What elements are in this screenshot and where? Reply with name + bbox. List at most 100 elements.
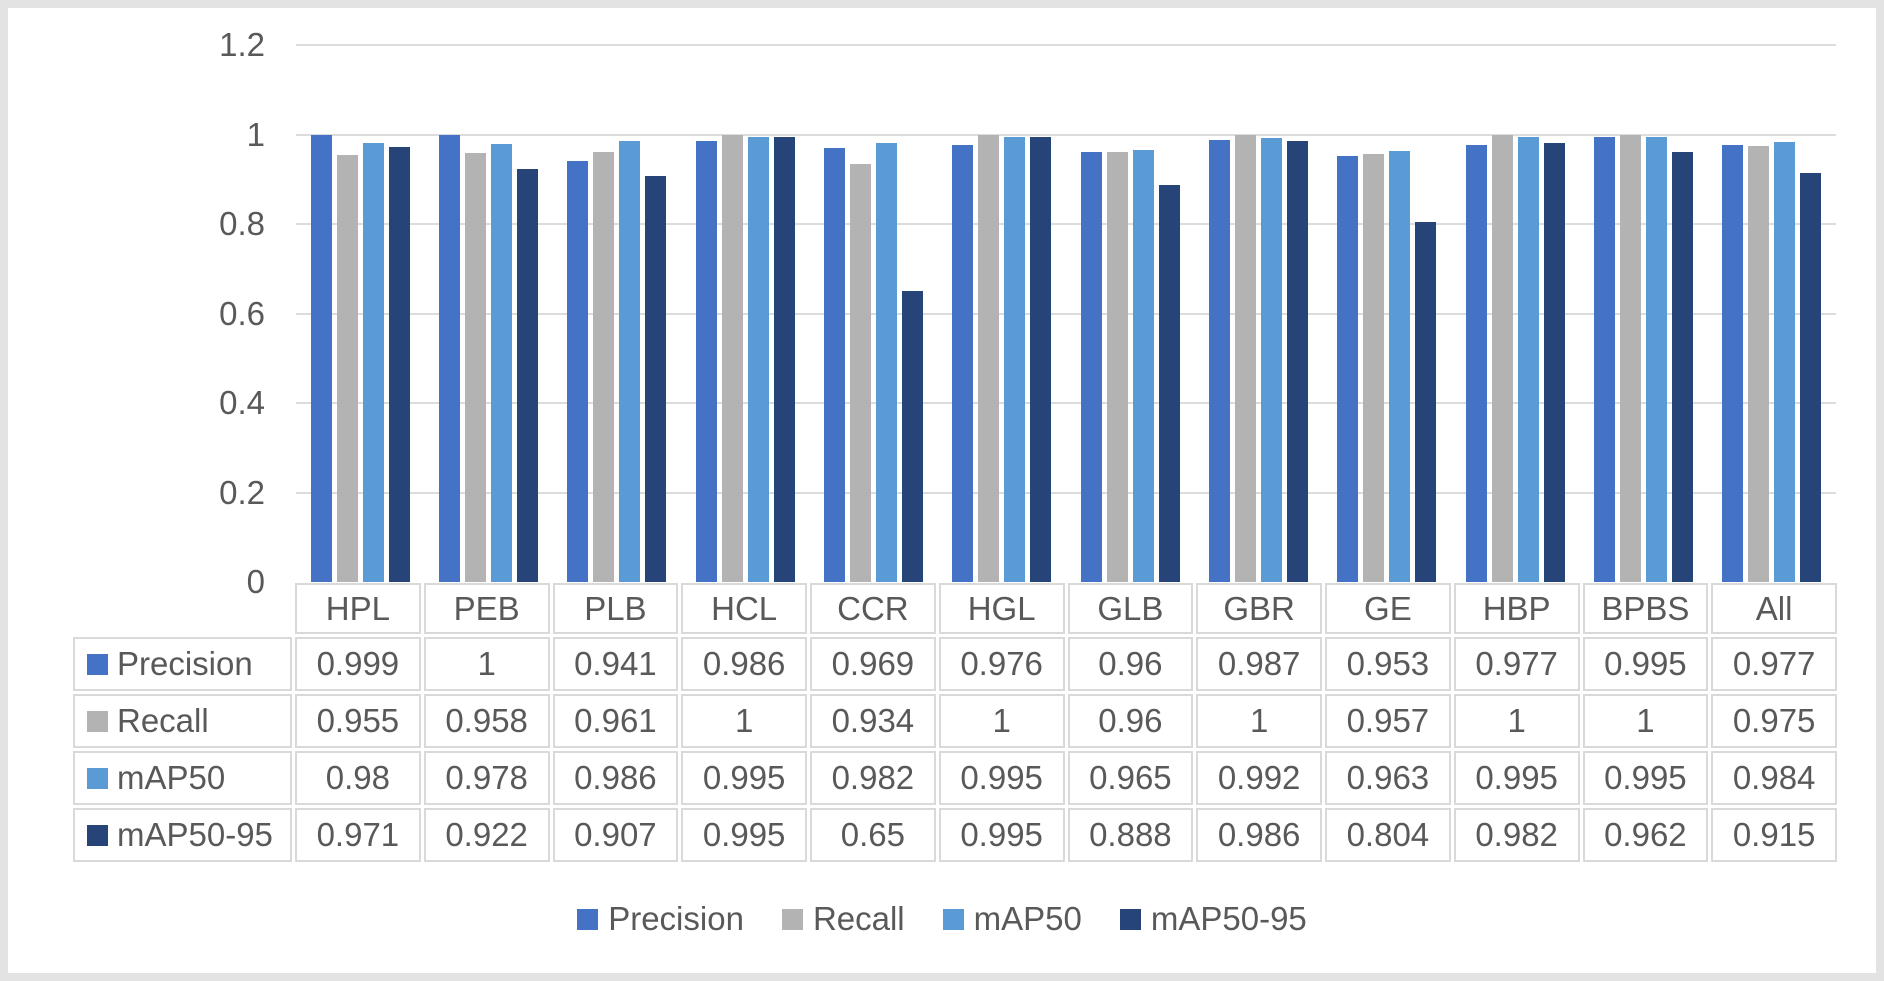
- bar-mAP50-HPL: [362, 143, 384, 582]
- value-Precision-BPBS: 0.995: [1582, 637, 1709, 691]
- value-mAP50-95-HCL: 0.995: [681, 808, 807, 862]
- row-label-Recall: Recall: [73, 694, 292, 748]
- value-Recall-GE: 0.957: [1325, 694, 1451, 748]
- value-mAP50-95-GBR: 0.986: [1196, 808, 1322, 862]
- bar-Precision-HGL: [952, 145, 974, 582]
- bar-Recall-HPL: [336, 154, 358, 582]
- value-mAP50-95-GLB: 0.888: [1067, 808, 1194, 862]
- value-mAP50-HCL: 0.995: [681, 751, 807, 805]
- value-mAP50-HBP: 0.995: [1453, 751, 1580, 805]
- series-label-Recall: Recall: [117, 702, 209, 739]
- bar-Precision-HPL: [310, 134, 332, 582]
- value-mAP50-HGL: 0.995: [938, 751, 1065, 805]
- row-label-mAP50: mAP50: [73, 751, 292, 805]
- value-Recall-GLB: 0.96: [1067, 694, 1194, 748]
- bar-mAP50-GLB: [1132, 150, 1154, 582]
- y-axis: 1.2 1 0.8 0.6 0.4 0.2 0: [90, 26, 265, 600]
- value-Recall-BPBS: 1: [1582, 694, 1709, 748]
- row-label-Precision: Precision: [73, 637, 292, 691]
- y-tick-label-1.2: 1.2: [219, 26, 265, 63]
- value-mAP50-95-BPBS: 0.962: [1582, 808, 1709, 862]
- value-mAP50-PEB: 0.978: [423, 751, 550, 805]
- bar-Recall-CCR: [849, 164, 871, 582]
- series-swatch-Recall: [87, 710, 108, 732]
- bar-mAP50-95-HGL: [1030, 136, 1052, 582]
- bar-Precision-HCL: [695, 140, 717, 582]
- legend: Precision Recall mAP50 mAP50-95: [0, 900, 1884, 938]
- value-mAP50-HPL: 0.98: [295, 751, 421, 805]
- y-tick-label-0.8: 0.8: [219, 205, 265, 242]
- bar-mAP50-95-HCL: [773, 136, 795, 582]
- value-Precision-GE: 0.953: [1325, 637, 1451, 691]
- plot-area: [296, 44, 1836, 582]
- bar-Precision-PEB: [438, 134, 460, 582]
- bar-group-HBP: [1451, 45, 1579, 582]
- value-Recall-HCL: 1: [681, 694, 807, 748]
- bar-mAP50-95-All: [1800, 172, 1822, 582]
- bar-group-GLB: [1066, 45, 1194, 582]
- category-header-BPBS: BPBS: [1582, 583, 1709, 634]
- data-table: HPL PEB PLB HCL CCR HGL GLB GBR GE HBP BPBS All Prec…: [73, 583, 1837, 862]
- bar-Recall-HCL: [721, 134, 743, 582]
- category-header-CCR: CCR: [810, 583, 936, 634]
- legend-swatch-mAP50: [942, 908, 964, 930]
- bar-Recall-All: [1748, 145, 1770, 582]
- category-header-PEB: PEB: [423, 583, 550, 634]
- value-mAP50-95-HBP: 0.982: [1453, 808, 1580, 862]
- value-Precision-PLB: 0.941: [552, 637, 679, 691]
- legend-swatch-Recall: [781, 908, 803, 930]
- value-Precision-GLB: 0.96: [1067, 637, 1194, 691]
- value-Recall-HPL: 0.955: [295, 694, 421, 748]
- bar-group-PLB: [553, 45, 681, 582]
- bar-mAP50-HCL: [747, 136, 769, 582]
- value-mAP50-GBR: 0.992: [1196, 751, 1322, 805]
- legend-item-mAP50: mAP50: [942, 900, 1082, 938]
- category-header-All: All: [1711, 583, 1837, 634]
- value-Precision-HGL: 0.976: [938, 637, 1065, 691]
- legend-label-Recall: Recall: [812, 900, 905, 937]
- bar-mAP50-All: [1774, 141, 1796, 582]
- value-Precision-HPL: 0.999: [295, 637, 421, 691]
- series-label-mAP50: mAP50: [117, 759, 226, 796]
- value-mAP50-95-GE: 0.804: [1325, 808, 1451, 862]
- category-header-HGL: HGL: [938, 583, 1065, 634]
- bar-mAP50-CCR: [875, 142, 897, 582]
- bar-group-HCL: [681, 45, 809, 582]
- series-swatch-mAP50: [87, 767, 108, 789]
- bar-mAP50-HGL: [1004, 136, 1026, 582]
- bar-Recall-GE: [1363, 153, 1385, 582]
- category-header-HCL: HCL: [681, 583, 807, 634]
- value-mAP50-95-PEB: 0.922: [423, 808, 550, 862]
- value-mAP50-95-HGL: 0.995: [938, 808, 1065, 862]
- value-Recall-HGL: 1: [938, 694, 1065, 748]
- value-Recall-HBP: 1: [1453, 694, 1580, 748]
- value-Recall-GBR: 1: [1196, 694, 1322, 748]
- legend-label-mAP50: mAP50: [973, 900, 1082, 937]
- bar-Precision-BPBS: [1593, 136, 1615, 582]
- bar-mAP50-95-GBR: [1286, 140, 1308, 582]
- value-mAP50-95-PLB: 0.907: [552, 808, 679, 862]
- value-mAP50-95-CCR: 0.65: [810, 808, 936, 862]
- value-Recall-CCR: 0.934: [810, 694, 936, 748]
- bar-Recall-GLB: [1106, 152, 1128, 582]
- category-header-GBR: GBR: [1196, 583, 1322, 634]
- legend-label-Precision: Precision: [608, 900, 744, 937]
- value-Precision-PEB: 1: [423, 637, 550, 691]
- value-Precision-HCL: 0.986: [681, 637, 807, 691]
- legend-item-Precision: Precision: [577, 900, 744, 938]
- value-mAP50-CCR: 0.982: [810, 751, 936, 805]
- gridline-0.2: [296, 491, 1836, 494]
- category-header-HPL: HPL: [295, 583, 421, 634]
- value-Precision-CCR: 0.969: [810, 637, 936, 691]
- bar-mAP50-95-GE: [1415, 222, 1437, 582]
- bar-mAP50-95-HPL: [388, 147, 410, 582]
- y-tick-label-1: 1: [246, 115, 265, 153]
- bar-group-CCR: [809, 45, 937, 582]
- gridline-0.6: [296, 312, 1836, 315]
- legend-item-Recall: Recall: [781, 900, 905, 938]
- gridline-1.2: [296, 44, 1836, 46]
- bar-mAP50-PEB: [490, 144, 512, 582]
- legend-item-mAP50-95: mAP50-95: [1119, 900, 1307, 938]
- table-corner-cell: [73, 583, 292, 634]
